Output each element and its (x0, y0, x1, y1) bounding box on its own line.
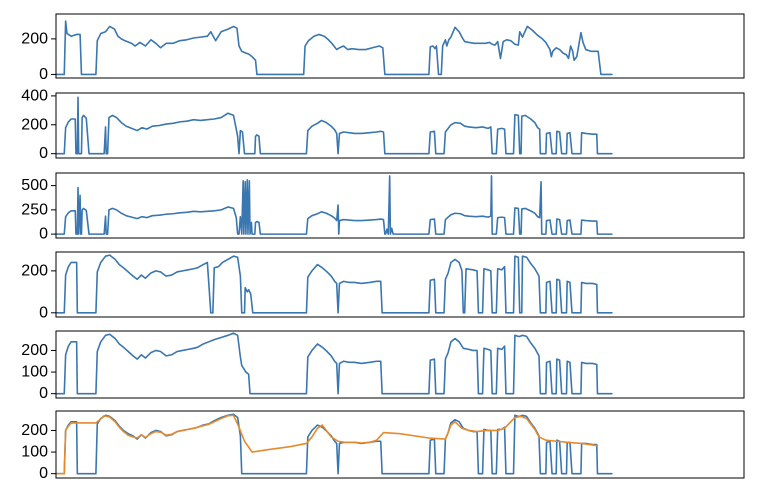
y-tick-label: 0 (39, 385, 48, 402)
axes-frame (55, 410, 745, 479)
y-tick-label: 200 (21, 262, 48, 279)
series-line-6-2 (56, 414, 599, 475)
series-line-1-1 (56, 20, 613, 76)
y-tick-label: 100 (21, 444, 48, 461)
axes-frame (55, 330, 745, 399)
y-tick-label: 0 (39, 304, 48, 321)
axes-frame (55, 251, 745, 318)
y-tick-label: 200 (21, 342, 48, 359)
y-tick-label: 0 (39, 145, 48, 162)
series-line-5-1 (56, 332, 613, 395)
y-tick-label: 0 (39, 66, 48, 83)
series-line-3-1 (56, 175, 613, 235)
chart-panel-6: 0 100 200 (21, 410, 745, 482)
axes-frame (55, 172, 745, 239)
y-tick-label: 100 (21, 364, 48, 381)
y-tick-label: 0 (39, 226, 48, 243)
y-tick-label: 400 (21, 87, 48, 104)
series-line-4-1 (56, 254, 613, 314)
y-tick-label: 200 (21, 116, 48, 133)
y-tick-label: 250 (21, 201, 48, 218)
axes-frame (55, 92, 745, 159)
chart-panel-1: 0 200 (21, 13, 745, 83)
y-tick-label: 200 (21, 422, 48, 439)
y-tick-label: 0 (39, 465, 48, 482)
series-line-2-1 (56, 96, 613, 155)
chart-panel-3: 0 250 500 (21, 172, 745, 243)
series-line-6-1 (56, 413, 613, 475)
chart-panel-4: 0 200 (21, 251, 745, 321)
chart-panel-5: 0 100 200 (21, 330, 745, 402)
axes-frame (55, 13, 745, 79)
y-tick-label: 500 (21, 177, 48, 194)
chart-panel-2: 0 200 400 (21, 87, 745, 162)
y-tick-label: 200 (21, 30, 48, 47)
